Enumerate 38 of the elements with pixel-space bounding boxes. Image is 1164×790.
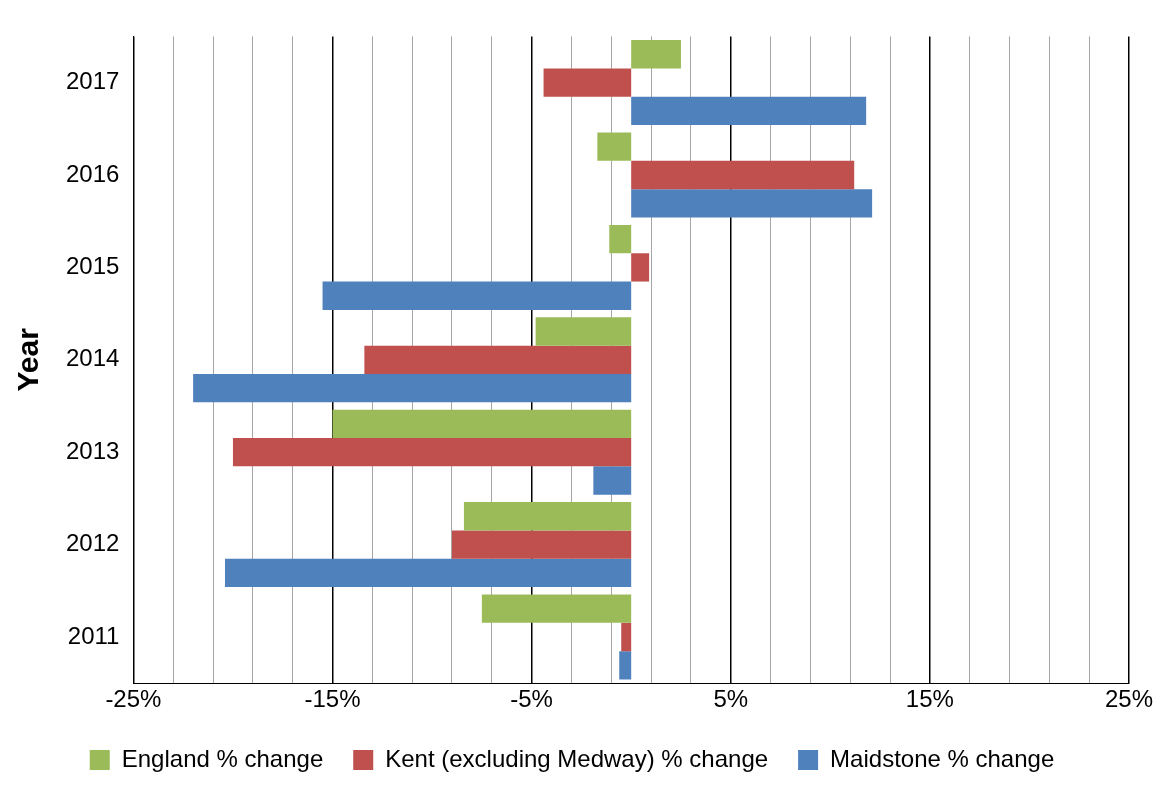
y-tick-label: 2017 (66, 67, 120, 95)
bar (332, 409, 632, 439)
x-tick-label: 25% (1104, 685, 1154, 713)
legend-label: England % change (121, 744, 324, 772)
x-tick-label: -15% (304, 685, 361, 713)
bar (609, 224, 632, 254)
legend-label: Kent (excluding Medway) % change (385, 744, 769, 772)
bar (463, 502, 632, 531)
x-tick-label: 5% (713, 685, 749, 713)
y-tick-label: 2015 (66, 252, 120, 280)
bar (451, 530, 632, 559)
y-tick-label: 2012 (66, 529, 120, 557)
bar (232, 438, 632, 467)
legend-label: Maidstone % change (830, 744, 1055, 772)
bar (621, 622, 632, 652)
bar (322, 281, 632, 310)
bar (481, 594, 632, 623)
x-tick-label: 15% (905, 685, 954, 713)
bar (619, 651, 632, 680)
bar (535, 317, 632, 346)
bar (543, 68, 632, 97)
bar (193, 373, 632, 403)
y-tick-label: 2016 (66, 159, 120, 187)
bar (597, 132, 632, 161)
bar (631, 96, 867, 126)
x-tick-label: -25% (105, 685, 162, 713)
bar (593, 466, 632, 495)
bar (631, 40, 681, 69)
y-tick-label: 2014 (66, 344, 120, 372)
bar (631, 253, 650, 282)
x-tick-label: -5% (510, 685, 553, 713)
y-axis-title: Year (11, 327, 45, 392)
y-tick-label: 2011 (67, 621, 120, 649)
bar (224, 558, 632, 588)
bar (631, 189, 873, 218)
bar (364, 345, 632, 374)
y-tick-label: 2013 (66, 436, 120, 464)
bar (631, 160, 855, 190)
